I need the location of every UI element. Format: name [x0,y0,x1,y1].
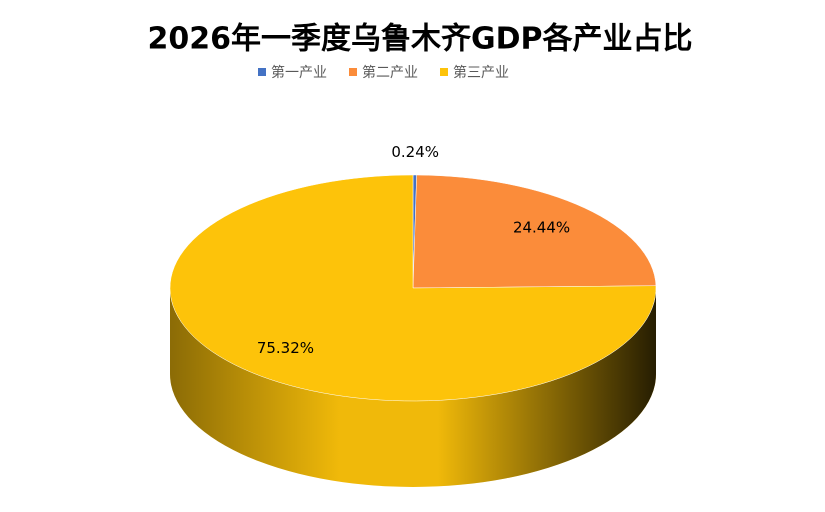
legend-label: 第二产业 [362,64,418,81]
legend-label: 第一产业 [271,64,327,81]
legend-label: 第三产业 [453,64,509,81]
chart-title: 2026年一季度乌鲁木齐GDP各产业占比 [147,22,692,57]
data-labels: 0.24% 24.44% 75.32% [257,143,570,357]
legend-swatch [258,68,266,76]
pie-tops [169,174,657,402]
slice [412,174,657,289]
slice [169,174,657,402]
legend: 第一产业 第二产业 第三产业 [258,64,509,81]
pie-sides [170,288,656,487]
legend-swatch [349,68,357,76]
data-label: 75.32% [257,339,314,357]
data-label: 0.24% [391,143,439,161]
data-label: 24.44% [513,218,570,236]
side-shading [170,288,656,487]
legend-swatch [440,68,448,76]
